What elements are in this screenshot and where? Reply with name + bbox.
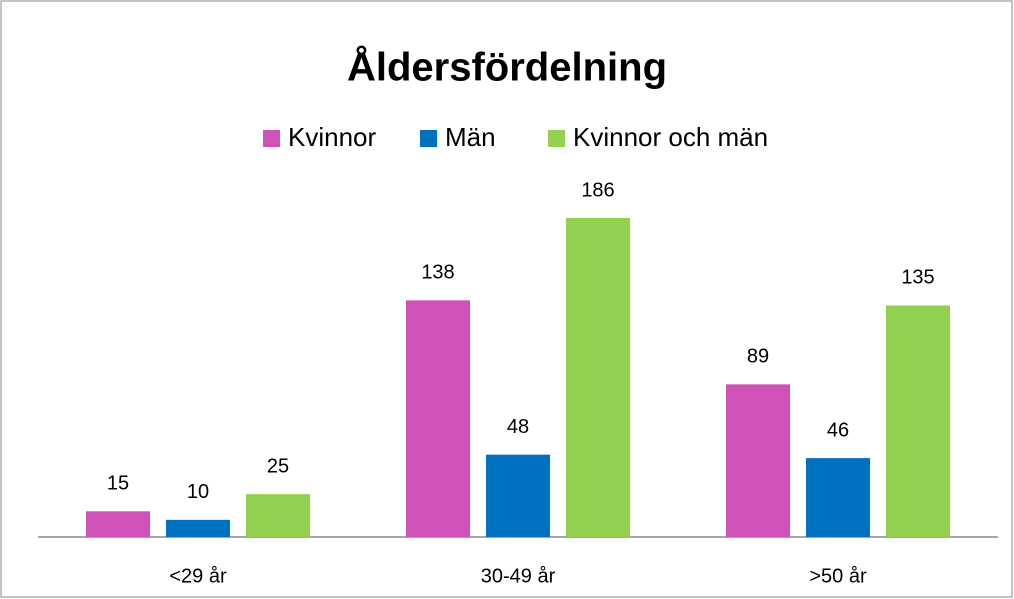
legend-label: Kvinnor — [288, 122, 376, 152]
bar — [566, 218, 630, 537]
value-label: 15 — [107, 473, 129, 495]
bar — [486, 454, 550, 537]
x-tick-label: 30-49 år — [481, 565, 556, 587]
legend-swatch — [263, 130, 280, 147]
bar — [806, 458, 870, 537]
legend-swatch — [548, 130, 565, 147]
value-label: 89 — [747, 346, 769, 368]
value-label: 48 — [507, 416, 529, 438]
bar — [726, 384, 790, 537]
bar — [406, 300, 470, 537]
chart-title: Åldersfördelning — [347, 45, 667, 90]
value-label: 138 — [421, 262, 454, 284]
bar — [166, 519, 230, 537]
x-tick-label: >50 år — [809, 565, 867, 587]
bar — [246, 494, 310, 537]
legend-label: Män — [445, 122, 496, 152]
bar — [86, 511, 150, 537]
value-label: 46 — [827, 419, 849, 441]
value-label: 10 — [187, 481, 209, 503]
bar — [886, 305, 950, 537]
value-label: 135 — [901, 267, 934, 289]
legend-swatch — [420, 130, 437, 147]
x-tick-label: <29 år — [169, 565, 227, 587]
legend-label: Kvinnor och män — [573, 122, 768, 152]
value-label: 25 — [267, 455, 289, 477]
value-label: 186 — [581, 179, 614, 201]
